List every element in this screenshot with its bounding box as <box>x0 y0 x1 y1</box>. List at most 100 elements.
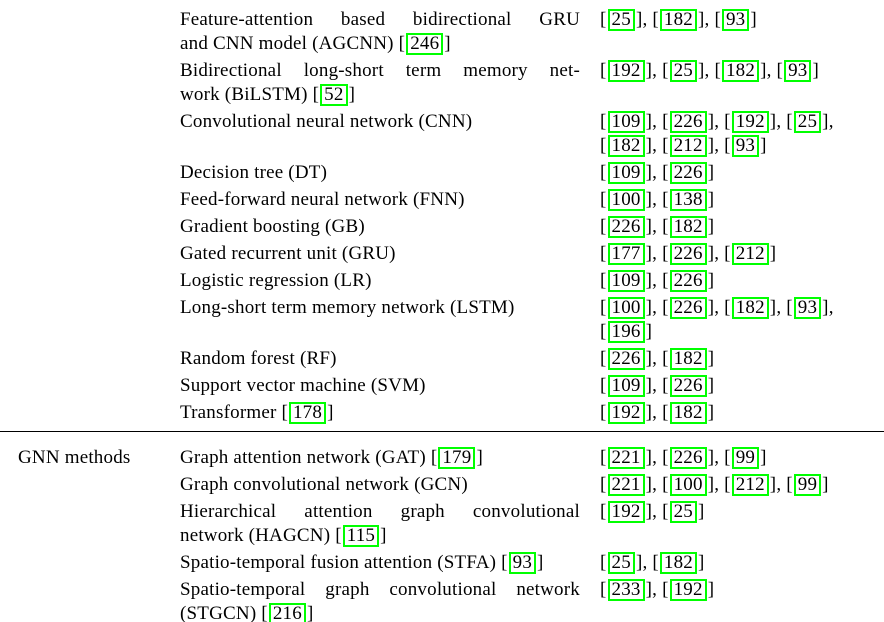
citation-box[interactable]: 226 <box>669 375 707 397</box>
citation-box[interactable]: 226 <box>607 348 645 370</box>
citation-box[interactable]: 216 <box>268 603 306 622</box>
citation-box[interactable]: 109 <box>607 111 645 133</box>
citation-box[interactable]: 192 <box>607 60 645 82</box>
citation-box[interactable]: 182 <box>659 9 698 31</box>
citation-box[interactable]: 192 <box>669 579 707 601</box>
citation-box[interactable]: 246 <box>406 33 444 55</box>
citation-group: [226], <box>662 297 724 319</box>
citation-box[interactable]: 109 <box>607 162 645 184</box>
method-line: Hierarchical attention graph convolution… <box>180 501 580 522</box>
citation-box[interactable]: 212 <box>669 135 707 157</box>
citation-separator: , <box>652 375 663 396</box>
citation-bracket: [ <box>281 402 288 423</box>
citation-box[interactable]: 182 <box>731 297 769 319</box>
citation-box[interactable]: 100 <box>669 474 707 496</box>
citation-box[interactable]: 192 <box>607 501 645 523</box>
citation-box[interactable]: 177 <box>607 243 645 265</box>
citation-box[interactable]: 179 <box>438 447 476 469</box>
method-cell: Gradient boosting (GB) <box>180 215 580 239</box>
method-cell: Support vector machine (SVM) <box>180 374 580 398</box>
citation-group: [138] <box>662 189 714 211</box>
citation-box[interactable]: 226 <box>669 243 707 265</box>
citation-group: [226], <box>600 216 663 238</box>
citation-box[interactable]: 52 <box>320 84 348 106</box>
citation-box[interactable]: 25 <box>607 552 635 574</box>
citation-box[interactable]: 226 <box>669 297 707 319</box>
citation-bracket: [ <box>335 525 342 546</box>
citation-separator: , <box>642 552 653 573</box>
citation-separator: , <box>652 243 663 264</box>
citation-box[interactable]: 99 <box>793 474 822 496</box>
citation-box[interactable]: 93 <box>784 60 812 82</box>
citation-box[interactable]: 93 <box>793 297 822 319</box>
citation-bracket: ] <box>380 525 387 546</box>
table-row: Decision tree (DT) [109], [226] <box>0 161 884 185</box>
citation-box[interactable]: 196 <box>607 321 645 343</box>
citation-box[interactable]: 109 <box>607 375 645 397</box>
citation-box[interactable]: 192 <box>607 402 645 424</box>
citation-group: [109], <box>600 162 662 184</box>
citation-bracket: ] <box>645 579 653 600</box>
citation-bracket: [ <box>600 243 607 264</box>
citation-box[interactable]: 226 <box>669 162 707 184</box>
citation-box[interactable]: 192 <box>731 111 769 133</box>
citation-separator: , <box>652 216 663 237</box>
category-cell <box>18 242 180 266</box>
citation-box[interactable]: 221 <box>607 447 645 469</box>
citation-box[interactable]: 25 <box>793 111 822 133</box>
citation-bracket: ] <box>707 162 715 183</box>
citation-group: [182] <box>662 216 714 238</box>
citation-bracket: [ <box>662 474 669 495</box>
citation-group: [109], <box>600 270 663 292</box>
citation-box[interactable]: 182 <box>721 60 760 82</box>
citation-box[interactable]: 25 <box>669 60 698 82</box>
citation-box[interactable]: 93 <box>731 135 760 157</box>
citation-bracket: [ <box>724 243 731 264</box>
citation-box[interactable]: 138 <box>669 189 707 211</box>
citation-box[interactable]: 100 <box>607 297 645 319</box>
citation-cell: [226], [182] <box>600 347 884 371</box>
citation-box[interactable]: 182 <box>607 135 645 157</box>
citation-box[interactable]: 226 <box>607 216 645 238</box>
category-cell <box>18 161 180 185</box>
citation-box[interactable]: 93 <box>721 9 750 31</box>
citation-box[interactable]: 182 <box>669 216 707 238</box>
table-row: Gated recurrent unit (GRU) [177], [226], … <box>0 242 884 266</box>
citation-box[interactable]: 100 <box>607 189 645 211</box>
citation-box[interactable]: 99 <box>731 447 760 469</box>
citation-bracket: [ <box>786 297 793 318</box>
citation-box[interactable]: 182 <box>669 402 707 424</box>
citation-bracket: ] <box>476 447 483 468</box>
citation-group: [93] <box>724 135 767 157</box>
citation-bracket: ] <box>707 270 715 291</box>
table-row: Logistic regression (LR) [109], [226] <box>0 269 884 293</box>
citation-group: [182] <box>662 402 714 424</box>
citation-group: [25] <box>662 501 704 523</box>
citation-box[interactable]: 233 <box>607 579 645 601</box>
citation-separator: , <box>714 135 725 156</box>
citation-bracket: [ <box>600 111 607 132</box>
citation-box[interactable]: 182 <box>659 552 698 574</box>
citation-box[interactable]: 212 <box>731 243 769 265</box>
citation-box[interactable]: 25 <box>669 501 698 523</box>
citation-bracket: ] <box>327 402 334 423</box>
citation-box[interactable]: 93 <box>508 552 537 574</box>
method-line: network (HAGCN) [115] <box>180 524 580 548</box>
citation-bracket: [ <box>261 603 268 622</box>
citation-group: [226], <box>662 111 724 133</box>
citation-box[interactable]: 115 <box>342 525 380 547</box>
citation-box[interactable]: 178 <box>288 402 327 424</box>
citation-box[interactable]: 221 <box>607 474 645 496</box>
citation-box[interactable]: 226 <box>669 447 707 469</box>
citation-bracket: [ <box>501 552 508 573</box>
citation-bracket: ] <box>760 135 767 156</box>
citation-box[interactable]: 109 <box>607 270 645 292</box>
citation-box[interactable]: 226 <box>669 270 707 292</box>
citation-box[interactable]: 182 <box>669 348 707 370</box>
citation-box[interactable]: 25 <box>607 9 635 31</box>
citation-cell: [221], [100], [212], [99] <box>600 473 884 497</box>
citation-box[interactable]: 212 <box>731 474 769 496</box>
citation-separator: , <box>652 270 663 291</box>
citation-box[interactable]: 226 <box>669 111 707 133</box>
